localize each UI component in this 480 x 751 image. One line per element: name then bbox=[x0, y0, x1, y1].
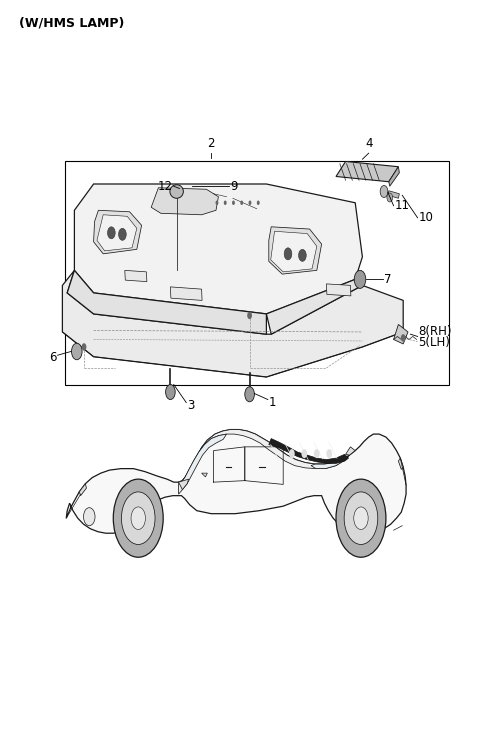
Text: 10: 10 bbox=[419, 211, 433, 225]
Polygon shape bbox=[266, 279, 362, 334]
Text: 6: 6 bbox=[49, 351, 57, 364]
Circle shape bbox=[108, 227, 115, 239]
Circle shape bbox=[216, 201, 218, 205]
Polygon shape bbox=[398, 458, 403, 469]
Text: 7: 7 bbox=[384, 273, 392, 286]
Text: 1: 1 bbox=[269, 396, 276, 409]
Circle shape bbox=[240, 201, 243, 205]
Circle shape bbox=[299, 249, 306, 261]
Polygon shape bbox=[394, 324, 408, 344]
Circle shape bbox=[131, 507, 145, 529]
Text: 11: 11 bbox=[395, 199, 409, 213]
Polygon shape bbox=[170, 287, 202, 300]
Circle shape bbox=[336, 479, 386, 557]
Circle shape bbox=[289, 449, 295, 458]
Polygon shape bbox=[74, 184, 362, 314]
Polygon shape bbox=[62, 270, 403, 377]
Circle shape bbox=[113, 479, 163, 557]
Polygon shape bbox=[97, 215, 137, 251]
Polygon shape bbox=[125, 270, 147, 282]
Text: 4: 4 bbox=[365, 137, 372, 150]
Bar bbox=[65, 161, 449, 385]
Circle shape bbox=[121, 492, 155, 544]
Circle shape bbox=[72, 343, 82, 360]
Circle shape bbox=[224, 201, 227, 205]
Circle shape bbox=[249, 201, 252, 205]
Circle shape bbox=[84, 508, 95, 526]
Circle shape bbox=[284, 248, 292, 260]
Circle shape bbox=[119, 228, 126, 240]
Polygon shape bbox=[269, 439, 348, 463]
Circle shape bbox=[166, 385, 175, 400]
Circle shape bbox=[354, 270, 366, 288]
Polygon shape bbox=[79, 484, 86, 496]
Polygon shape bbox=[326, 284, 351, 296]
Circle shape bbox=[354, 507, 368, 529]
Polygon shape bbox=[389, 167, 399, 186]
Polygon shape bbox=[94, 210, 142, 254]
Text: 9: 9 bbox=[230, 179, 238, 193]
Text: 3: 3 bbox=[187, 399, 194, 412]
Circle shape bbox=[380, 185, 388, 198]
Circle shape bbox=[344, 492, 378, 544]
Polygon shape bbox=[66, 430, 406, 533]
Circle shape bbox=[82, 343, 86, 351]
Polygon shape bbox=[311, 455, 349, 469]
Ellipse shape bbox=[170, 185, 183, 198]
Polygon shape bbox=[388, 191, 399, 198]
Circle shape bbox=[257, 201, 260, 205]
Polygon shape bbox=[269, 227, 322, 274]
Polygon shape bbox=[179, 434, 227, 494]
Polygon shape bbox=[179, 479, 189, 490]
Polygon shape bbox=[182, 430, 349, 481]
Circle shape bbox=[245, 387, 254, 402]
Text: 12: 12 bbox=[158, 179, 173, 193]
Text: 8(RH): 8(RH) bbox=[419, 325, 452, 339]
Circle shape bbox=[247, 312, 252, 319]
Text: (W/HMS LAMP): (W/HMS LAMP) bbox=[19, 17, 125, 29]
Text: 2: 2 bbox=[207, 137, 215, 150]
Circle shape bbox=[401, 334, 406, 342]
Text: 5(LH): 5(LH) bbox=[419, 336, 450, 349]
Polygon shape bbox=[67, 270, 266, 334]
Circle shape bbox=[314, 449, 320, 458]
Circle shape bbox=[232, 201, 235, 205]
Polygon shape bbox=[202, 473, 207, 477]
Polygon shape bbox=[336, 161, 398, 182]
Circle shape bbox=[387, 193, 393, 202]
Circle shape bbox=[326, 449, 332, 458]
Circle shape bbox=[301, 449, 307, 458]
Polygon shape bbox=[151, 188, 218, 215]
Polygon shape bbox=[271, 231, 317, 272]
Polygon shape bbox=[346, 447, 355, 455]
